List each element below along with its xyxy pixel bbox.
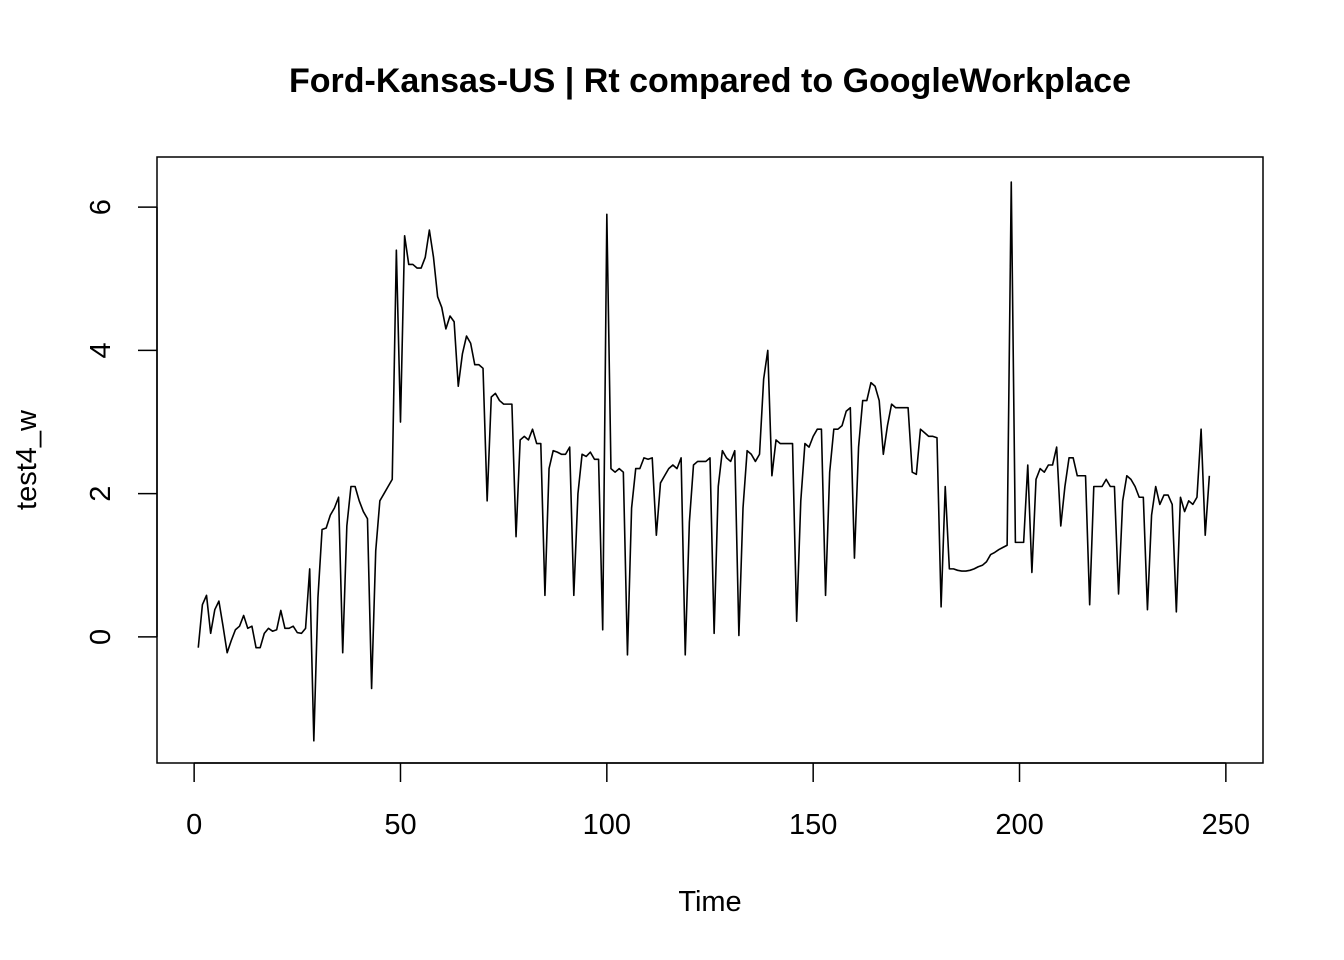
chart-title: Ford-Kansas-US | Rt compared to GoogleWo… xyxy=(289,62,1131,100)
y-tick-label: 6 xyxy=(85,199,117,215)
series-line xyxy=(197,181,1211,742)
y-axis-label: test4_w xyxy=(11,409,43,510)
y-tick-label: 0 xyxy=(85,629,117,645)
y-axis: 0 2 4 6 xyxy=(85,199,158,645)
x-tick-label: 50 xyxy=(384,809,416,841)
x-tick-label: 0 xyxy=(186,809,202,841)
x-tick-label: 200 xyxy=(995,809,1043,841)
x-axis: 0 50 100 150 200 250 xyxy=(186,762,1250,841)
x-tick-label: 250 xyxy=(1202,809,1250,841)
x-axis-label: Time xyxy=(678,886,741,918)
y-tick-label: 4 xyxy=(85,342,117,358)
x-tick-label: 150 xyxy=(789,809,837,841)
x-tick-label: 100 xyxy=(583,809,631,841)
y-tick-label: 2 xyxy=(85,486,117,502)
